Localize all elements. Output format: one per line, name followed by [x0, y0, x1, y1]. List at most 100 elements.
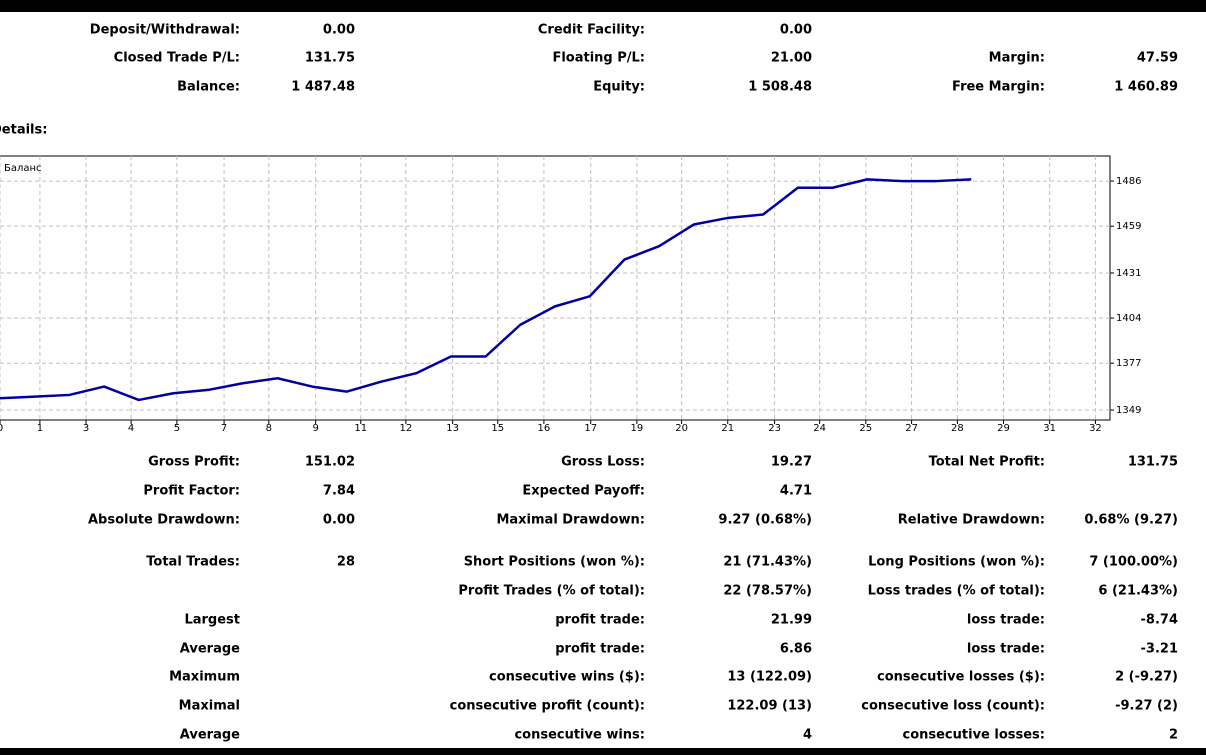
x-tick-label: 16 — [538, 423, 551, 434]
y-tick-label: 1431 — [1116, 268, 1141, 279]
value: 2 (-9.27) — [1115, 670, 1178, 685]
label: Loss trades (% of total): — [868, 584, 1045, 599]
x-tick-label: 21 — [721, 423, 734, 434]
value: 0.00 — [323, 23, 355, 38]
label: Total Net Profit: — [929, 455, 1045, 470]
value: 1 508.48 — [748, 80, 812, 95]
x-tick-label: 8 — [266, 423, 272, 434]
value: 6.86 — [780, 642, 812, 657]
label: Largest — [184, 613, 240, 628]
x-tick-label: 3 — [83, 423, 89, 434]
label: Deposit/Withdrawal: — [90, 23, 240, 38]
x-tick-label: 31 — [1043, 423, 1056, 434]
value: 0.68% (9.27) — [1084, 513, 1178, 528]
label: Long Positions (won %): — [868, 555, 1045, 570]
label: consecutive wins: — [514, 728, 645, 743]
x-tick-label: 20 — [675, 423, 688, 434]
y-tick-label: 1404 — [1116, 313, 1141, 324]
label: consecutive loss (count): — [861, 699, 1045, 714]
value: 6 (21.43%) — [1098, 584, 1178, 599]
value: 131.75 — [1128, 455, 1178, 470]
x-tick-label: 5 — [174, 423, 180, 434]
x-tick-label: 0 — [0, 423, 3, 434]
label: consecutive losses: — [902, 728, 1045, 743]
label: profit trade: — [555, 613, 645, 628]
value: 21 (71.43%) — [723, 555, 812, 570]
label: Maximal — [179, 699, 240, 714]
x-tick-label: 11 — [354, 423, 367, 434]
y-tick-label: 1349 — [1116, 405, 1141, 416]
x-tick-label: 4 — [128, 423, 134, 434]
label: Gross Profit: — [148, 455, 240, 470]
value: 0.00 — [323, 513, 355, 528]
label: consecutive profit (count): — [450, 699, 645, 714]
value: 47.59 — [1137, 51, 1178, 66]
x-tick-label: 24 — [813, 423, 826, 434]
value: 28 — [337, 555, 355, 570]
label: Short Positions (won %): — [464, 555, 645, 570]
x-tick-label: 19 — [630, 423, 643, 434]
label: Average — [180, 728, 240, 743]
x-tick-label: 7 — [221, 423, 227, 434]
x-tick-label: 1 — [37, 423, 43, 434]
label: Margin: — [989, 51, 1045, 66]
label: Relative Drawdown: — [898, 513, 1045, 528]
y-tick-label: 1459 — [1116, 221, 1141, 232]
x-tick-label: 17 — [584, 423, 597, 434]
label: profit trade: — [555, 642, 645, 657]
label: Free Margin: — [952, 80, 1045, 95]
value: -3.21 — [1141, 642, 1178, 657]
value: 131.75 — [305, 51, 355, 66]
value: 4 — [803, 728, 812, 743]
value: 151.02 — [305, 455, 355, 470]
label: Credit Facility: — [538, 23, 645, 38]
label: Closed Trade P/L: — [114, 51, 240, 66]
label: Balance: — [177, 80, 240, 95]
value: -8.74 — [1141, 613, 1178, 628]
value: 21.99 — [771, 613, 812, 628]
value: 22 (78.57%) — [723, 584, 812, 599]
x-tick-label: 9 — [312, 423, 318, 434]
label: Equity: — [593, 80, 645, 95]
value: 2 — [1169, 728, 1178, 743]
x-tick-label: 25 — [859, 423, 872, 434]
x-tick-label: 23 — [768, 423, 781, 434]
top-bar — [0, 0, 1206, 12]
label: Maximum — [169, 670, 240, 685]
label: Gross Loss: — [561, 455, 645, 470]
value: 21.00 — [771, 51, 812, 66]
label: Absolute Drawdown: — [88, 513, 240, 528]
y-tick-label: 1377 — [1116, 358, 1141, 369]
label: Maximal Drawdown: — [496, 513, 645, 528]
label: Profit Trades (% of total): — [458, 584, 645, 599]
label: consecutive wins ($): — [489, 670, 645, 685]
chart-frame — [0, 155, 1111, 421]
value: 1 487.48 — [291, 80, 355, 95]
x-tick-label: 12 — [399, 423, 412, 434]
legend-label: Баланс — [4, 163, 42, 174]
x-tick-label: 27 — [905, 423, 918, 434]
x-tick-label: 29 — [997, 423, 1010, 434]
value: 0.00 — [780, 23, 812, 38]
value: 4.71 — [780, 484, 812, 499]
x-tick-label: 13 — [446, 423, 459, 434]
value: 7.84 — [323, 484, 355, 499]
value: 19.27 — [771, 455, 812, 470]
bottom-bar — [0, 748, 1206, 755]
label: Floating P/L: — [552, 51, 645, 66]
details-label: Details: — [0, 123, 47, 138]
label: loss trade: — [967, 613, 1045, 628]
y-tick-label: 1486 — [1116, 176, 1141, 187]
value: 1 460.89 — [1114, 80, 1178, 95]
value: 13 (122.09) — [727, 670, 812, 685]
label: Average — [180, 642, 240, 657]
value: 7 (100.00%) — [1089, 555, 1178, 570]
balance-line — [0, 178, 972, 402]
label: Profit Factor: — [143, 484, 240, 499]
value: -9.27 (2) — [1115, 699, 1178, 714]
x-tick-label: 15 — [491, 423, 504, 434]
label: consecutive losses ($): — [877, 670, 1045, 685]
x-tick-label: 28 — [951, 423, 964, 434]
